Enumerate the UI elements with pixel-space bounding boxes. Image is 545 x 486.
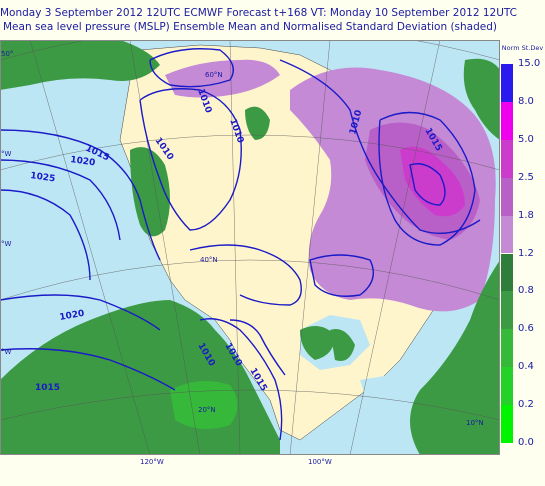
colorbar-swatch (501, 253, 513, 292)
spread-region-gulf (300, 326, 335, 360)
colorbar-label: 8.0 (518, 95, 534, 107)
colorbar-swatch (501, 139, 513, 178)
spread-region-pacific-light (170, 381, 238, 429)
colorbar-swatch (501, 329, 513, 368)
forecast-map: 1010 1010 1010 1015 1020 1025 1010 1015 … (0, 40, 500, 455)
isobars (0, 48, 481, 441)
edge-label: 50° (1, 50, 14, 58)
spread-region-arctic (0, 40, 160, 90)
lat-label: 10°N (466, 419, 484, 427)
spread-region-caribbean (330, 329, 355, 361)
colorbar-label: 1.2 (518, 247, 534, 259)
colorbar-label: 0.8 (518, 285, 534, 297)
colorbar-swatch (501, 215, 513, 254)
colorbar-swatch (501, 177, 513, 216)
spread-region-atlantic (410, 260, 500, 455)
colorbar-label: 5.0 (518, 133, 534, 145)
lat-label: 40°N (200, 256, 218, 264)
colorbar-label: 1.8 (518, 209, 534, 221)
colorbar-label: 0.0 (518, 437, 534, 448)
colorbar-title: Norm St.Dev (501, 44, 544, 52)
edge-label: °W (1, 240, 12, 248)
lon-label: 100°W (308, 458, 332, 466)
lat-label: 20°N (198, 406, 216, 414)
isobar-label: 1020 (59, 309, 85, 323)
map-frame (0, 40, 500, 455)
isobar-label: 1020 (70, 155, 96, 168)
graticule (0, 40, 500, 455)
isobar-label: 1015 (35, 383, 60, 393)
isobar-label: 1025 (30, 171, 56, 184)
colorbar-label: 0.2 (518, 399, 534, 411)
chart-subtitle: Mean sea level pressure (MSLP) Ensemble … (3, 21, 497, 33)
edge-label: °W (1, 348, 12, 356)
colorbar-swatch (501, 101, 513, 140)
chart-title: Monday 3 September 2012 12UTC ECMWF Fore… (0, 7, 518, 19)
colorbar-swatch (501, 64, 513, 102)
colorbar-swatch (501, 405, 513, 443)
colorbar-label: 15.0 (518, 58, 541, 69)
edge-label: °W (1, 150, 12, 158)
colorbar-label: 0.6 (518, 323, 534, 335)
spread-region-north (165, 59, 280, 98)
graticule-labels: 60°N 40°N 20°N 10°N (198, 71, 484, 427)
spread-region-greenland (463, 58, 500, 140)
spread-region-canada (245, 106, 270, 140)
colorbar-swatch (501, 367, 513, 406)
colorbar-label: 0.4 (518, 361, 534, 373)
spread-region-west (130, 147, 170, 237)
lon-label: 120°W (140, 458, 164, 466)
colorbar-label: 2.5 (518, 171, 534, 183)
lat-label: 60°N (205, 71, 223, 79)
colorbar-swatch (501, 291, 513, 330)
